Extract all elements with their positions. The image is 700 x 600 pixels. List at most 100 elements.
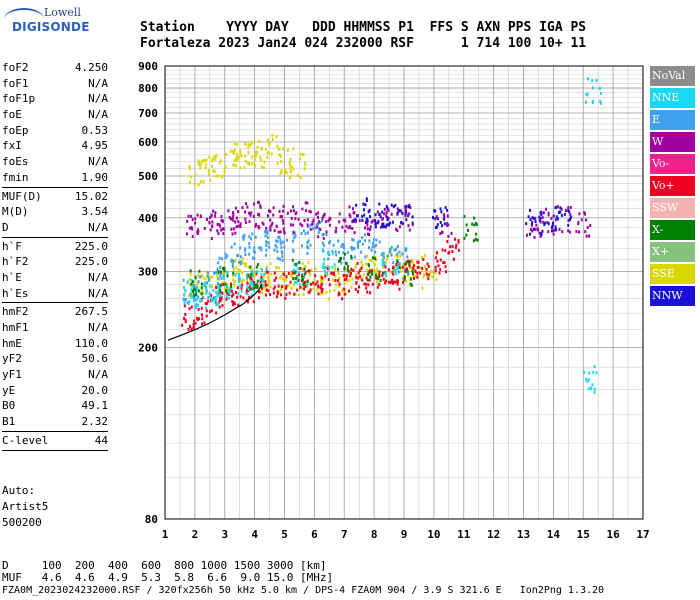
echo-point: [292, 209, 295, 213]
echo-point: [194, 275, 197, 279]
echo-point: [317, 215, 319, 219]
echo-point: [206, 270, 208, 274]
echo-point: [378, 240, 381, 244]
echo-point: [265, 283, 268, 287]
echo-point: [300, 175, 302, 179]
echo-point: [183, 298, 186, 302]
echo-point: [406, 269, 409, 273]
echo-point: [547, 213, 550, 217]
echo-point: [353, 231, 356, 235]
echo-point: [205, 302, 208, 305]
echo-point: [302, 268, 305, 272]
param-divider: [2, 430, 108, 432]
echo-point: [214, 214, 217, 218]
echo-point: [243, 263, 246, 267]
echo-point: [361, 264, 364, 268]
echo-point: [344, 229, 347, 233]
echo-point: [585, 218, 588, 222]
echo-point: [306, 218, 309, 222]
legend-item-nnw: NNW: [650, 285, 695, 306]
echo-point: [235, 156, 238, 160]
echo-point: [585, 234, 588, 238]
echo-point: [193, 297, 196, 301]
echo-point: [232, 227, 235, 231]
echo-point: [232, 271, 235, 275]
echo-point: [191, 218, 194, 222]
echo-point: [338, 212, 341, 216]
echo-point: [208, 172, 211, 176]
echo-point: [475, 223, 478, 227]
logo-brand: Lowell: [44, 6, 81, 19]
echo-point: [309, 227, 312, 231]
echo-point: [427, 273, 430, 277]
param-row: h`F2 225.0: [2, 254, 108, 270]
echo-point: [198, 317, 200, 321]
echo-point: [261, 268, 263, 272]
echo-point: [282, 209, 285, 213]
echo-point: [387, 217, 390, 221]
echo-point: [429, 272, 432, 275]
echo-point: [328, 266, 331, 270]
echo-point: [280, 246, 283, 250]
echo-point: [240, 154, 243, 158]
logo-product: DIGISONDE: [12, 20, 90, 34]
echo-point: [278, 147, 281, 151]
echo-point: [269, 218, 272, 222]
echo-point: [342, 243, 345, 247]
echo-point: [221, 227, 224, 231]
param-row: foF2 4.250: [2, 60, 108, 76]
echo-point: [400, 209, 403, 213]
echo-point: [529, 218, 532, 222]
echo-point: [413, 264, 416, 268]
echo-point: [342, 287, 344, 291]
echo-point: [404, 211, 407, 215]
echo-point: [279, 154, 282, 158]
echo-point: [188, 300, 191, 304]
echo-point: [402, 280, 404, 284]
echo-point: [349, 215, 352, 219]
echo-point: [325, 290, 328, 294]
echo-point: [220, 215, 223, 218]
echo-point: [223, 276, 226, 280]
auto-version: 500200: [2, 516, 42, 529]
echo-point: [290, 216, 293, 220]
echo-point: [299, 222, 302, 226]
echo-point: [534, 216, 537, 220]
echo-point: [312, 287, 315, 291]
echo-point: [217, 282, 220, 286]
echo-point: [248, 162, 250, 166]
echo-point: [230, 282, 233, 286]
y-tick-label: 400: [138, 212, 158, 225]
echo-point: [416, 266, 419, 269]
echo-point: [267, 275, 270, 279]
param-divider: [2, 236, 108, 238]
echo-point: [260, 287, 263, 290]
echo-point: [586, 379, 589, 383]
param-label: hmF2: [2, 305, 29, 319]
echo-point: [249, 265, 252, 269]
echo-point: [292, 268, 295, 272]
echo-point: [213, 170, 216, 173]
echo-point: [265, 240, 268, 244]
echo-point: [201, 274, 203, 277]
echo-point: [239, 166, 242, 170]
y-tick-label: 700: [138, 107, 158, 120]
echo-point: [235, 291, 237, 294]
chart-legend: NoVal NNE E W Vo- Vo+ SSW X- X+ SSE NNW: [650, 66, 695, 308]
echo-point: [301, 267, 304, 271]
echo-point: [207, 271, 210, 275]
echo-point: [253, 274, 256, 278]
echo-point: [580, 218, 583, 222]
echo-point: [390, 203, 393, 207]
echo-point: [247, 143, 250, 147]
echo-point: [551, 221, 554, 225]
echo-point: [419, 271, 422, 275]
echo-point: [231, 278, 234, 282]
echo-point: [260, 276, 263, 279]
echo-point: [249, 276, 252, 280]
echo-point: [406, 267, 408, 271]
echo-point: [221, 304, 224, 307]
echo-point: [292, 230, 295, 234]
echo-point: [289, 280, 292, 284]
echo-point: [244, 210, 246, 214]
